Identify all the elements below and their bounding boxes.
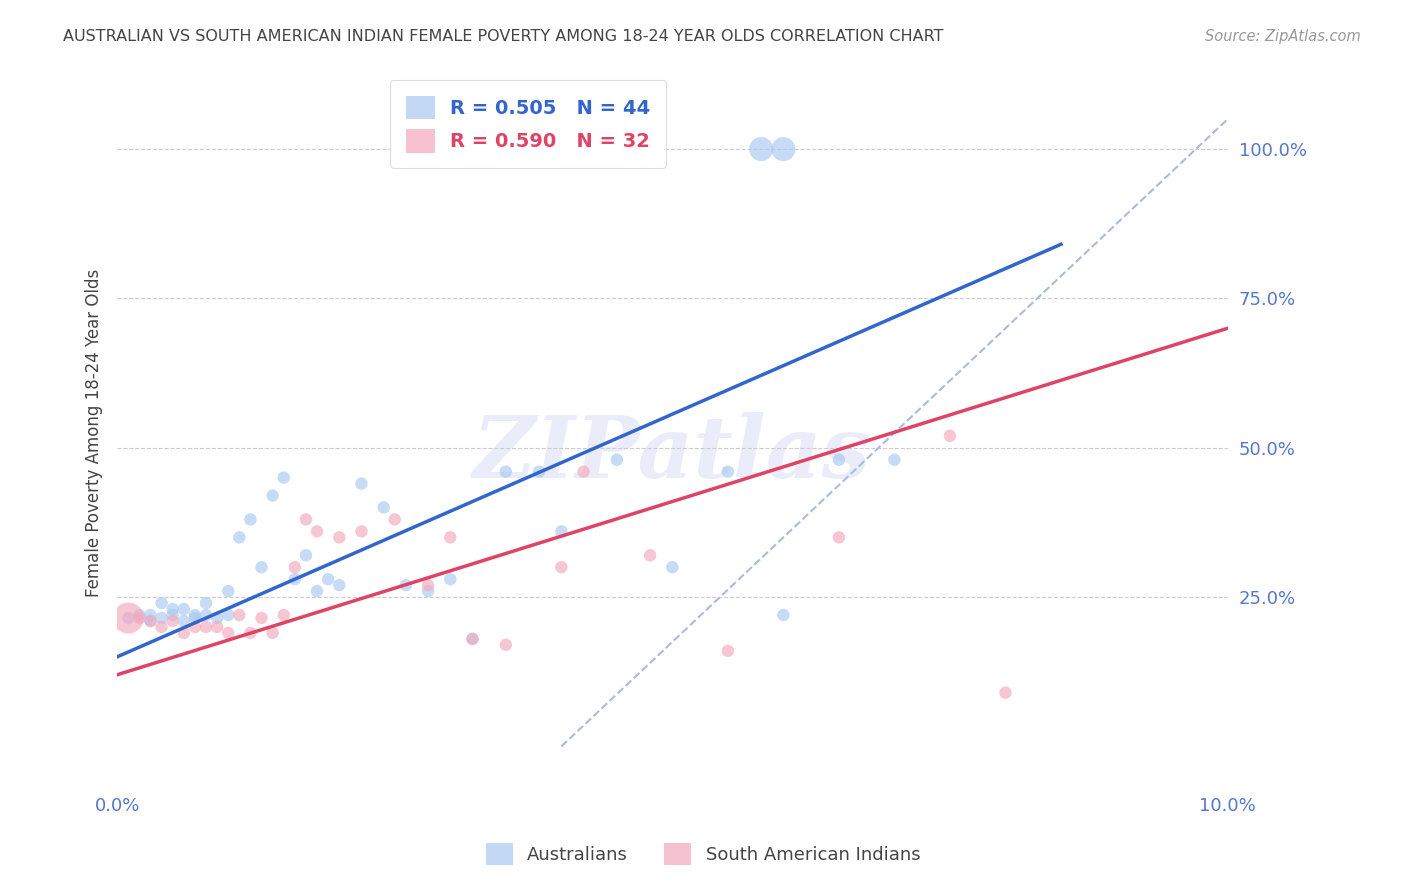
- Point: [439, 530, 461, 544]
- Point: [828, 530, 851, 544]
- Point: [373, 500, 395, 515]
- Text: Source: ZipAtlas.com: Source: ZipAtlas.com: [1205, 29, 1361, 45]
- Point: [228, 530, 250, 544]
- Point: [350, 524, 373, 539]
- Point: [527, 465, 550, 479]
- Point: [550, 560, 572, 574]
- Point: [217, 626, 239, 640]
- Point: [439, 572, 461, 586]
- Point: [228, 607, 250, 622]
- Point: [205, 611, 228, 625]
- Point: [150, 620, 173, 634]
- Point: [295, 549, 318, 563]
- Point: [239, 626, 262, 640]
- Point: [162, 614, 184, 628]
- Point: [495, 638, 517, 652]
- Point: [139, 607, 162, 622]
- Point: [717, 465, 740, 479]
- Point: [305, 584, 328, 599]
- Point: [239, 512, 262, 526]
- Text: ZIPatlas: ZIPatlas: [474, 412, 872, 496]
- Legend: R = 0.505   N = 44, R = 0.590   N = 32: R = 0.505 N = 44, R = 0.590 N = 32: [389, 80, 666, 169]
- Text: AUSTRALIAN VS SOUTH AMERICAN INDIAN FEMALE POVERTY AMONG 18-24 YEAR OLDS CORRELA: AUSTRALIAN VS SOUTH AMERICAN INDIAN FEMA…: [63, 29, 943, 45]
- Point: [195, 607, 218, 622]
- Point: [284, 560, 307, 574]
- Point: [195, 596, 218, 610]
- Point: [883, 452, 905, 467]
- Point: [128, 611, 150, 625]
- Point: [772, 607, 794, 622]
- Point: [184, 611, 207, 625]
- Point: [250, 560, 273, 574]
- Point: [572, 465, 595, 479]
- Point: [128, 607, 150, 622]
- Point: [117, 611, 139, 625]
- Point: [384, 512, 406, 526]
- Point: [495, 465, 517, 479]
- Point: [162, 602, 184, 616]
- Point: [173, 602, 195, 616]
- Point: [328, 578, 350, 592]
- Legend: Australians, South American Indians: Australians, South American Indians: [478, 836, 928, 872]
- Point: [328, 530, 350, 544]
- Point: [250, 611, 273, 625]
- Point: [150, 611, 173, 625]
- Point: [749, 142, 772, 156]
- Point: [205, 620, 228, 634]
- Point: [295, 512, 318, 526]
- Point: [461, 632, 484, 646]
- Point: [284, 572, 307, 586]
- Point: [461, 632, 484, 646]
- Y-axis label: Female Poverty Among 18-24 Year Olds: Female Poverty Among 18-24 Year Olds: [86, 268, 103, 597]
- Point: [150, 596, 173, 610]
- Point: [395, 578, 418, 592]
- Point: [939, 429, 962, 443]
- Point: [262, 489, 284, 503]
- Point: [994, 686, 1017, 700]
- Point: [828, 452, 851, 467]
- Point: [262, 626, 284, 640]
- Point: [162, 607, 184, 622]
- Point: [173, 614, 195, 628]
- Point: [139, 614, 162, 628]
- Point: [173, 626, 195, 640]
- Point: [184, 607, 207, 622]
- Point: [273, 607, 295, 622]
- Point: [195, 620, 218, 634]
- Point: [217, 607, 239, 622]
- Point: [606, 452, 628, 467]
- Point: [184, 620, 207, 634]
- Point: [305, 524, 328, 539]
- Point: [217, 584, 239, 599]
- Point: [661, 560, 683, 574]
- Point: [139, 614, 162, 628]
- Point: [638, 549, 661, 563]
- Point: [717, 644, 740, 658]
- Point: [350, 476, 373, 491]
- Point: [550, 524, 572, 539]
- Point: [772, 142, 794, 156]
- Point: [316, 572, 339, 586]
- Point: [273, 470, 295, 484]
- Point: [117, 611, 139, 625]
- Point: [416, 578, 439, 592]
- Point: [416, 584, 439, 599]
